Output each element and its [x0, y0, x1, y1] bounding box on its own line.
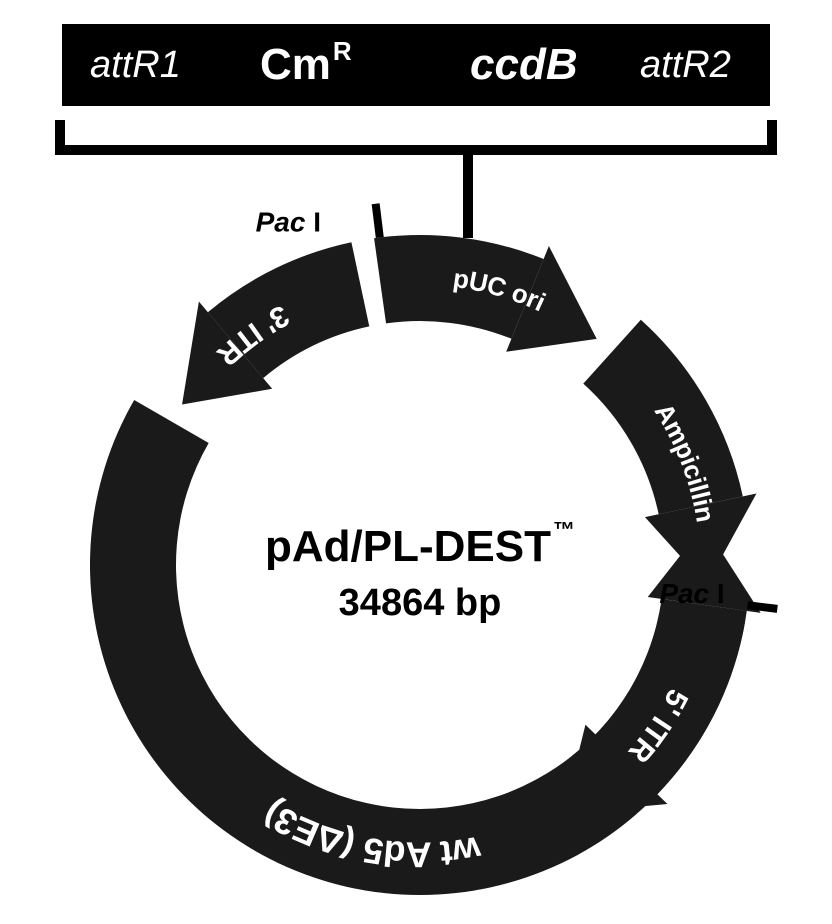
site-label-0: Pac I: [659, 578, 724, 609]
site-tick-1: [376, 204, 380, 238]
site-tick-0: [748, 605, 778, 609]
gateway-cassette: attR1CmRccdBattR2: [60, 22, 772, 108]
plasmid-size: 34864 bp: [339, 582, 502, 624]
cassette-bracket: [60, 120, 772, 238]
cassette-label-2: ccdB: [470, 40, 578, 89]
cassette-label-3: attR2: [640, 44, 731, 86]
plasmid-map-diagram: attR1CmRccdBattR2 wt Ad5 (ΔE3)3' ITRpUC …: [0, 0, 832, 924]
bracket-path: [60, 120, 772, 238]
plasmid-name: pAd/PL-DEST™: [265, 517, 575, 571]
svg-canvas: attR1CmRccdBattR2 wt Ad5 (ΔE3)3' ITRpUC …: [0, 0, 832, 924]
cassette-label-0: attR1: [90, 44, 181, 86]
plasmid-center-label: pAd/PL-DEST™ 34864 bp: [265, 517, 575, 624]
site-label-1: Pac I: [256, 207, 321, 238]
